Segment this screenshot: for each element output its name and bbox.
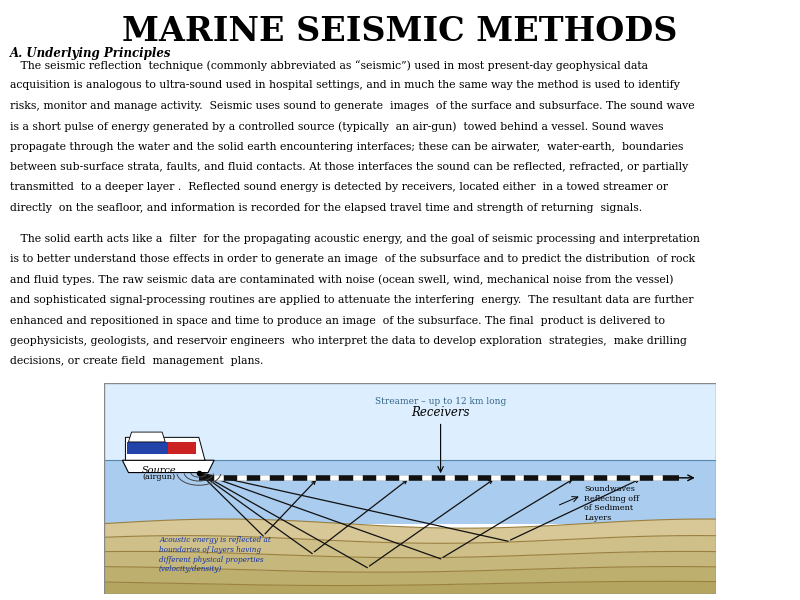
Text: Source: Source bbox=[142, 466, 176, 475]
Polygon shape bbox=[104, 566, 716, 586]
Text: between sub-surface strata, faults, and fluid contacts. At those interfaces the : between sub-surface strata, faults, and … bbox=[10, 162, 689, 172]
Text: transmitted  to a deeper layer .  Reflected sound energy is detected by receiver: transmitted to a deeper layer . Reflecte… bbox=[10, 182, 669, 193]
Text: acquisition is analogous to ultra-sound used in hospital settings, and in much t: acquisition is analogous to ultra-sound … bbox=[10, 80, 680, 91]
Text: Acoustic energy is reflected at
boundaries of layers having
different physical p: Acoustic energy is reflected at boundari… bbox=[159, 536, 271, 574]
Polygon shape bbox=[122, 460, 214, 473]
Text: is a short pulse of energy generated by a controlled source (typically  an air-g: is a short pulse of energy generated by … bbox=[10, 121, 664, 132]
Text: A. Underlying Principles: A. Underlying Principles bbox=[10, 47, 172, 60]
Polygon shape bbox=[129, 432, 165, 442]
Polygon shape bbox=[127, 442, 168, 454]
Text: and sophisticated signal-processing routines are applied to attenuate the interf: and sophisticated signal-processing rout… bbox=[10, 295, 694, 305]
Text: and fluid types. The raw seismic data are contaminated with noise (ocean swell, : and fluid types. The raw seismic data ar… bbox=[10, 275, 674, 286]
Text: MARINE SEISMIC METHODS: MARINE SEISMIC METHODS bbox=[122, 15, 678, 48]
Polygon shape bbox=[104, 581, 716, 594]
Text: Streamer – up to 12 km long: Streamer – up to 12 km long bbox=[375, 397, 506, 406]
Text: risks, monitor and manage activity.  Seismic uses sound to generate  images  of : risks, monitor and manage activity. Seis… bbox=[10, 101, 695, 111]
Text: geophysicists, geologists, and reservoir engineers  who interpret the data to de: geophysicists, geologists, and reservoir… bbox=[10, 336, 687, 346]
Text: directly  on the seafloor, and information is recorded for the elapsed travel ti: directly on the seafloor, and informatio… bbox=[10, 203, 642, 213]
Text: is to better understand those effects in order to generate an image  of the subs: is to better understand those effects in… bbox=[10, 254, 695, 265]
Polygon shape bbox=[126, 437, 205, 460]
Polygon shape bbox=[104, 519, 716, 544]
Text: Soundwaves
Reflecting off
of Sediment
Layers: Soundwaves Reflecting off of Sediment La… bbox=[585, 485, 639, 522]
Text: decisions, or create field  management  plans.: decisions, or create field management pl… bbox=[10, 356, 264, 367]
Text: Receivers: Receivers bbox=[411, 406, 470, 419]
Text: The seismic reflection  technique (commonly abbreviated as “seismic”) used in mo: The seismic reflection technique (common… bbox=[10, 60, 648, 71]
Text: The solid earth acts like a  filter  for the propagating acoustic energy, and th: The solid earth acts like a filter for t… bbox=[10, 234, 700, 244]
Polygon shape bbox=[104, 551, 716, 572]
Bar bbox=[104, 383, 716, 460]
Text: enhanced and repositioned in space and time to produce an image  of the subsurfa: enhanced and repositioned in space and t… bbox=[10, 316, 666, 326]
Text: (airgun): (airgun) bbox=[142, 473, 176, 481]
Bar bbox=[104, 460, 716, 524]
Text: propagate through the water and the solid earth encountering interfaces; these c: propagate through the water and the soli… bbox=[10, 142, 684, 152]
Polygon shape bbox=[168, 442, 196, 454]
Polygon shape bbox=[104, 536, 716, 558]
